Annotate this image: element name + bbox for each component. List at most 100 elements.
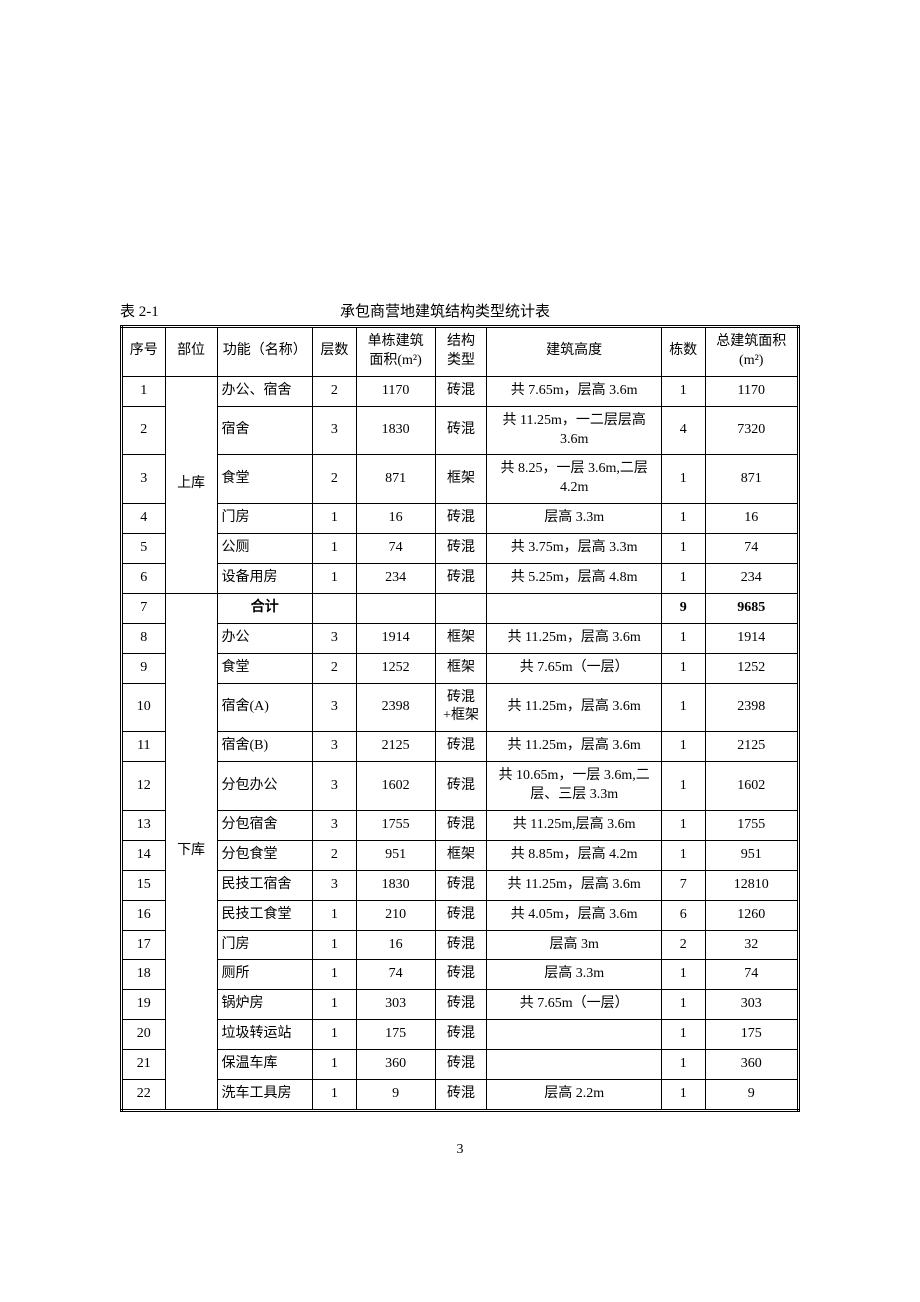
th-total-area: 总建筑面积 (m²): [705, 327, 799, 377]
table-cell: 框架: [435, 840, 487, 870]
table-cell: 2398: [705, 683, 799, 732]
table-cell: 74: [356, 960, 435, 990]
table-cell: [435, 593, 487, 623]
table-cell: 1: [661, 960, 705, 990]
table-cell: 1: [313, 504, 357, 534]
table-cell: 合计: [217, 593, 313, 623]
table-cell: 175: [356, 1020, 435, 1050]
table-cell: 1252: [705, 653, 799, 683]
table-cell: 砖混: [435, 1020, 487, 1050]
table-cell: 1170: [356, 376, 435, 406]
table-cell: 砖混: [435, 811, 487, 841]
table-cell: 2: [313, 840, 357, 870]
table-cell: 9: [661, 593, 705, 623]
table-cell: 公厕: [217, 534, 313, 564]
table-cell: [487, 593, 661, 623]
table-cell: 1: [313, 1020, 357, 1050]
table-row: 17门房116砖混层高 3m232: [122, 930, 799, 960]
table-cell: 共 11.25m，层高 3.6m: [487, 683, 661, 732]
table-cell: 2398: [356, 683, 435, 732]
table-cell: 1: [661, 811, 705, 841]
table-cell: 2: [122, 406, 166, 455]
table-cell: 砖混: [435, 990, 487, 1020]
th-struct-l1: 结构: [447, 334, 475, 349]
table-cell: 6: [661, 900, 705, 930]
table-cell: 砖混: [435, 534, 487, 564]
table-cell: 门房: [217, 504, 313, 534]
table-cell: 1: [661, 504, 705, 534]
table-cell: 2125: [356, 732, 435, 762]
table-cell: 3: [313, 811, 357, 841]
table-cell: 1: [661, 455, 705, 504]
table-row: 7下库合计99685: [122, 593, 799, 623]
table-cell: 9: [122, 653, 166, 683]
th-total-area-l2: (m²): [739, 353, 763, 368]
table-cell: 8: [122, 623, 166, 653]
table-cell: 1: [313, 564, 357, 594]
table-cell: 1: [661, 732, 705, 762]
table-row: 19锅炉房1303砖混共 7.65m（一层）1303: [122, 990, 799, 1020]
table-cell: 共 4.05m，层高 3.6m: [487, 900, 661, 930]
table-cell: 175: [705, 1020, 799, 1050]
table-cell: 1914: [705, 623, 799, 653]
table-row: 1上库办公、宿舍21170砖混共 7.65m，层高 3.6m11170: [122, 376, 799, 406]
table-cell: 1170: [705, 376, 799, 406]
table-cell: 16: [122, 900, 166, 930]
table-cell: 20: [122, 1020, 166, 1050]
table-row: 5公厕174砖混共 3.75m，层高 3.3m174: [122, 534, 799, 564]
table-cell: 1260: [705, 900, 799, 930]
table-cell: 砖混+框架: [435, 683, 487, 732]
table-cell: 砖混: [435, 376, 487, 406]
table-cell: 民技工宿舍: [217, 870, 313, 900]
table-cell: 360: [356, 1050, 435, 1080]
table-cell: 1: [661, 840, 705, 870]
table-cell: 1: [313, 990, 357, 1020]
table-cell: 3: [313, 732, 357, 762]
table-cell: 10: [122, 683, 166, 732]
table-cell: 1602: [705, 762, 799, 811]
table-row: 6设备用房1234砖混共 5.25m，层高 4.8m1234: [122, 564, 799, 594]
table-row: 2宿舍31830砖混共 11.25m，一二层层高 3.6m47320: [122, 406, 799, 455]
table-cell: 210: [356, 900, 435, 930]
table-cell: 共 11.25m，层高 3.6m: [487, 870, 661, 900]
table-row: 15民技工宿舍31830砖混共 11.25m，层高 3.6m712810: [122, 870, 799, 900]
table-cell: 共 7.65m，层高 3.6m: [487, 376, 661, 406]
table-cell: 7: [661, 870, 705, 900]
table-cell: 分包办公: [217, 762, 313, 811]
table-cell: [313, 593, 357, 623]
table-cell: 14: [122, 840, 166, 870]
th-unit-area-l1: 单栋建筑: [368, 334, 424, 349]
table-cell: 1: [661, 990, 705, 1020]
table-cell: 层高 3.3m: [487, 504, 661, 534]
table-cell: 1: [313, 960, 357, 990]
table-cell: 民技工食堂: [217, 900, 313, 930]
table-row: 20垃圾转运站1175砖混1175: [122, 1020, 799, 1050]
table-cell: 16: [705, 504, 799, 534]
table-cell: 砖混: [435, 900, 487, 930]
table-cell: 层高 2.2m: [487, 1080, 661, 1111]
table-cell: 951: [705, 840, 799, 870]
table-cell: 1: [661, 564, 705, 594]
table-row: 10宿舍(A)32398砖混+框架共 11.25m，层高 3.6m12398: [122, 683, 799, 732]
th-height: 建筑高度: [487, 327, 661, 377]
table-cell: 3: [313, 870, 357, 900]
table-row: 16民技工食堂1210砖混共 4.05m，层高 3.6m61260: [122, 900, 799, 930]
th-unit-area-l2: 面积(m²): [369, 353, 421, 368]
th-seq: 序号: [122, 327, 166, 377]
table-row: 21保温车库1360砖混1360: [122, 1050, 799, 1080]
table-cell: 1602: [356, 762, 435, 811]
table-cell: 办公、宿舍: [217, 376, 313, 406]
table-row: 11宿舍(B)32125砖混共 11.25m，层高 3.6m12125: [122, 732, 799, 762]
table-cell: 16: [356, 930, 435, 960]
table-cell: 1: [661, 1050, 705, 1080]
table-cell: 砖混: [435, 930, 487, 960]
table-cell: 32: [705, 930, 799, 960]
table-cell: 共 7.65m（一层）: [487, 653, 661, 683]
table-cell: 框架: [435, 455, 487, 504]
table-cell: 16: [356, 504, 435, 534]
table-cell: 框架: [435, 653, 487, 683]
th-section: 部位: [165, 327, 217, 377]
th-struct-l2: 类型: [447, 353, 475, 368]
table-cell: 951: [356, 840, 435, 870]
th-total-area-l1: 总建筑面积: [716, 334, 786, 349]
